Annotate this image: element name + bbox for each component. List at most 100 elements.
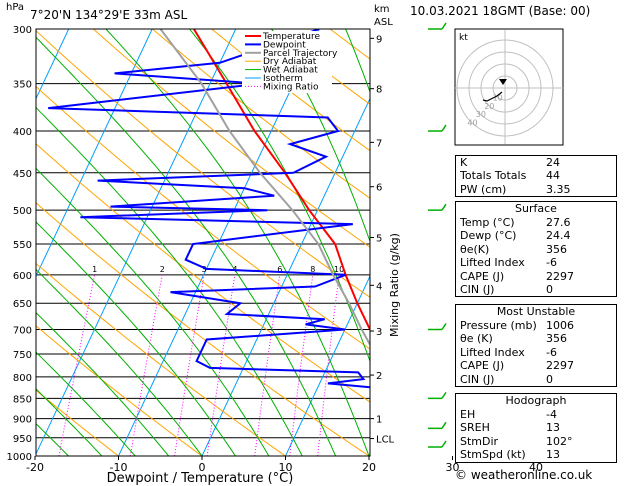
mixing-ratio-label: 1 bbox=[92, 265, 97, 274]
series-parcel-trajectory bbox=[159, 29, 370, 347]
isotherm-line bbox=[285, 275, 370, 456]
dry-adiabat-line bbox=[36, 85, 370, 350]
pressure-tick-label: 950 bbox=[13, 434, 32, 445]
mixing-ratio-label: 3 bbox=[202, 265, 207, 274]
x-tick-label: 0 bbox=[199, 461, 206, 474]
wet-adiabat-line bbox=[36, 423, 69, 456]
hpa-label: hPa bbox=[6, 2, 25, 13]
pressure-tick-label: 900 bbox=[13, 415, 32, 426]
series-dewpoint bbox=[48, 29, 370, 389]
x-tick-label: 40 bbox=[529, 461, 543, 474]
surface-panel: Surface Temp (°C) 27.6 Dewp (°C) 24.4 θe(K… bbox=[455, 201, 617, 298]
dry-adiabat-line bbox=[36, 30, 370, 298]
wind-barb-flag bbox=[441, 421, 447, 429]
wet-adiabat-line bbox=[36, 221, 236, 456]
legend-label: Temperature bbox=[262, 32, 320, 42]
pressure-tick-label: 350 bbox=[13, 80, 32, 91]
mixing-ratio-label: 20 bbox=[419, 265, 429, 274]
mixing-ratio-line bbox=[369, 450, 370, 456]
pressure-tick-label: 700 bbox=[13, 326, 32, 337]
km-tick-label: 4 bbox=[376, 281, 382, 292]
x-tick-label: -20 bbox=[26, 461, 44, 474]
mixing-ratio-line bbox=[317, 274, 340, 456]
legend-label: Isotherm bbox=[263, 74, 303, 84]
plot-frame bbox=[35, 28, 371, 457]
wet-adiabat-line bbox=[36, 167, 270, 456]
km-tick-label: 5 bbox=[376, 233, 382, 244]
hodograph-ring-label: 40 bbox=[467, 119, 477, 128]
hodograph-trace bbox=[482, 91, 503, 102]
mixing-ratio-line bbox=[254, 274, 281, 456]
wet-adiabat-line bbox=[36, 268, 203, 456]
pressure-tick-label: 500 bbox=[13, 206, 32, 217]
km-tick-label: 7 bbox=[376, 138, 382, 149]
x-tick-label: 20 bbox=[362, 461, 376, 474]
km-tick-label: 8 bbox=[376, 85, 382, 96]
wet-adiabat-line bbox=[271, 29, 370, 243]
pressure-tick-label: 600 bbox=[13, 271, 32, 282]
wind-barb-flag bbox=[441, 440, 447, 448]
isotherm-line bbox=[620, 29, 629, 456]
mixing-ratio-label: 8 bbox=[310, 265, 315, 274]
mixing-ratio-line bbox=[408, 275, 424, 456]
dry-adiabat-line bbox=[36, 202, 370, 456]
dry-adiabat-line bbox=[36, 262, 286, 456]
x-tick-label: 30 bbox=[446, 461, 460, 474]
mixing-ratio-line bbox=[289, 274, 314, 456]
wet-adiabat-line bbox=[36, 311, 169, 456]
wet-adiabat-line bbox=[36, 36, 337, 456]
km-label: km bbox=[374, 4, 390, 15]
hodograph-ring-label: 10 bbox=[493, 93, 503, 102]
wet-adiabat-line bbox=[36, 351, 136, 456]
km-tick-label: 1 bbox=[376, 415, 382, 426]
dry-adiabat-line bbox=[36, 325, 203, 456]
hodograph-ring-label: 20 bbox=[484, 102, 494, 111]
x-axis-label: Dewpoint / Temperature (°C) bbox=[107, 471, 294, 486]
wind-barb-flag bbox=[441, 323, 447, 330]
chart-axes: 3003504004505005506006507007508008509009… bbox=[7, 25, 543, 486]
wind-barb-flag bbox=[441, 124, 447, 132]
pressure-tick-label: 450 bbox=[13, 169, 32, 180]
isotherm-line bbox=[36, 29, 70, 100]
km-tick-label: 6 bbox=[376, 183, 382, 194]
dry-adiabat-line bbox=[36, 143, 370, 403]
isotherm-line bbox=[118, 29, 320, 456]
wind-barbs bbox=[428, 22, 447, 448]
wet-adiabat-line bbox=[189, 29, 370, 363]
legend-label: Parcel Trajectory bbox=[263, 49, 338, 59]
chart-series bbox=[48, 29, 370, 389]
mixing-ratio-line bbox=[58, 274, 96, 456]
pressure-tick-label: 650 bbox=[13, 299, 32, 310]
km-tick-label: 9 bbox=[376, 34, 382, 45]
pressure-tick-label: 300 bbox=[13, 25, 32, 36]
asl-label: ASL bbox=[374, 17, 393, 28]
km-tick-label: 3 bbox=[376, 327, 382, 338]
dry-adiabat-line bbox=[36, 389, 119, 456]
legend-box bbox=[242, 31, 332, 93]
dry-adiabat-line bbox=[152, 29, 370, 199]
series-temperature bbox=[193, 29, 370, 332]
mixing-ratio-label: 6 bbox=[277, 265, 282, 274]
wind-barb-flag bbox=[441, 203, 447, 211]
wet-adiabat-line bbox=[36, 106, 303, 456]
title-location: 7°20'N 134°29'E 33m ASL bbox=[30, 8, 188, 22]
hodograph-kt-label: kt bbox=[459, 33, 468, 43]
pressure-tick-label: 800 bbox=[13, 373, 32, 384]
mixing-ratio-label: 2 bbox=[160, 265, 165, 274]
legend-label: Dewpoint bbox=[263, 40, 306, 50]
copyright: © weatheronline.co.uk bbox=[455, 468, 593, 482]
storm-motion-marker bbox=[499, 79, 507, 85]
pressure-tick-label: 550 bbox=[13, 240, 32, 251]
pressure-tick-label: 850 bbox=[13, 394, 32, 405]
y-axis-label: Mixing Ratio (g/kg) bbox=[388, 233, 401, 337]
dry-adiabat-line bbox=[92, 29, 370, 248]
isotherm-line bbox=[201, 97, 370, 456]
mixing-ratio-line bbox=[206, 274, 236, 456]
x-tick-label: 10 bbox=[279, 461, 293, 474]
mixing-ratio-label: 10 bbox=[334, 265, 344, 274]
legend-label: Mixing Ratio bbox=[263, 82, 319, 92]
indices-panel: K 24 Totals Totals 44 PW (cm) 3.35 bbox=[455, 155, 617, 198]
hodograph-ring-label: 30 bbox=[476, 110, 486, 119]
